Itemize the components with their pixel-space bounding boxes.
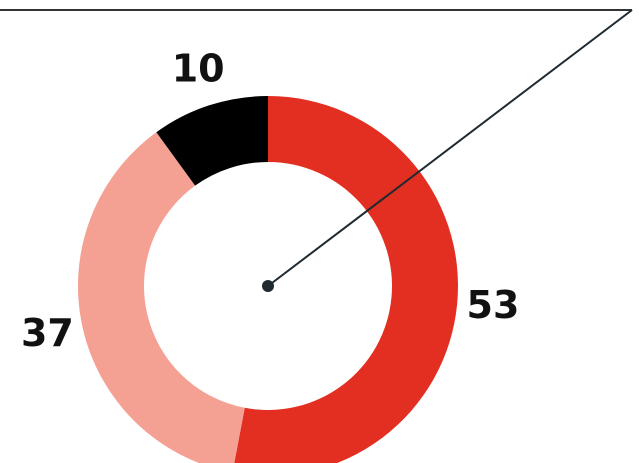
data-label: 10: [172, 47, 225, 91]
donut: [78, 96, 458, 463]
data-label: 53: [467, 283, 520, 327]
pointer-dot: [262, 280, 274, 292]
slice: [78, 132, 245, 463]
data-label: 37: [21, 311, 74, 355]
pointer-line: [267, 9, 633, 287]
slice: [156, 96, 268, 186]
slice: [234, 96, 458, 463]
